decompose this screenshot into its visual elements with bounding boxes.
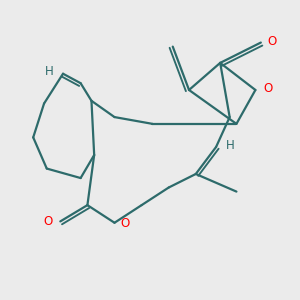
Text: O: O xyxy=(268,35,277,48)
Text: O: O xyxy=(121,217,130,230)
Text: O: O xyxy=(263,82,272,95)
Text: O: O xyxy=(43,215,52,228)
Text: H: H xyxy=(225,139,234,152)
Text: H: H xyxy=(45,64,54,78)
